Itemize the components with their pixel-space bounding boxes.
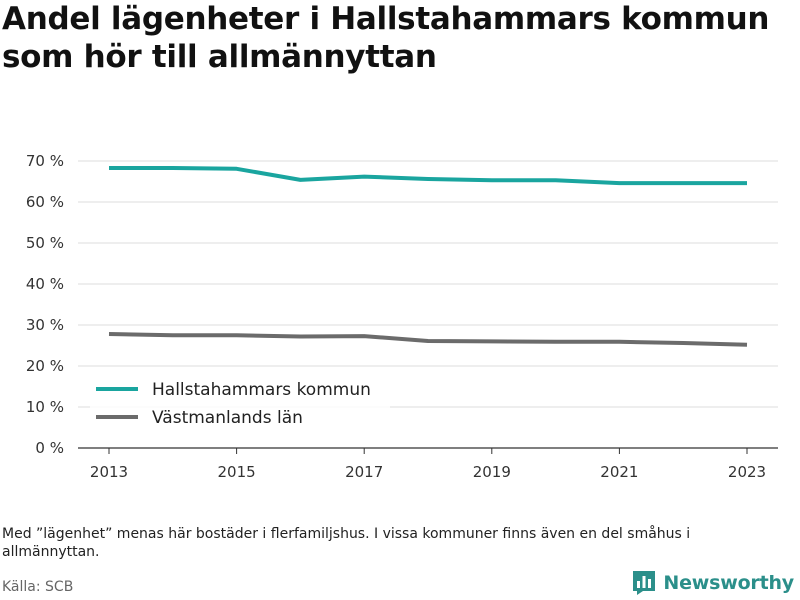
x-tick-label: 2013 <box>90 463 128 481</box>
x-tick-label: 2021 <box>600 463 638 481</box>
bar-chart-logo-icon <box>633 571 656 595</box>
y-tick-label: 50 % <box>26 234 64 252</box>
grid-lines <box>78 160 778 408</box>
y-tick-label: 30 % <box>26 316 64 334</box>
series-line-0 <box>109 166 747 186</box>
x-tick-label: 2023 <box>728 463 766 481</box>
y-tick-label: 10 % <box>26 398 64 416</box>
brand-name: Newsworthy <box>663 572 794 594</box>
legend-label: Hallstahammars kommun <box>152 380 371 400</box>
line-chart: 0 % 10 % 20 % 30 % 40 % 50 % 60 % 70 % 2013 2015 2… <box>26 152 778 481</box>
y-tick-label: 20 % <box>26 357 64 375</box>
footnote: Med ”lägenhet” menas här bostäder i fler… <box>2 526 691 560</box>
source-label: Källa: SCB <box>2 579 74 595</box>
x-tick-label: 2015 <box>218 463 256 481</box>
brand-logo[interactable]: Newsworthy <box>632 570 794 596</box>
x-tick-label: 2019 <box>473 463 511 481</box>
series-line-1 <box>108 332 748 347</box>
legend-background <box>90 373 390 435</box>
y-tick-label: 0 % <box>35 439 64 457</box>
chart-title: Andel lägenheter i Hallstahammars kommun… <box>2 1 770 75</box>
y-tick-label: 40 % <box>26 275 64 293</box>
x-tick-label: 2017 <box>345 463 383 481</box>
legend-label: Västmanlands län <box>152 408 303 428</box>
legend: Hallstahammars kommun Västmanlands län <box>90 373 390 435</box>
y-tick-label: 70 % <box>26 152 64 170</box>
axes: 0 % 10 % 20 % 30 % 40 % 50 % 60 % 70 % 2013 2015 2… <box>26 152 778 481</box>
series-lines <box>108 166 748 347</box>
y-tick-label: 60 % <box>26 193 64 211</box>
